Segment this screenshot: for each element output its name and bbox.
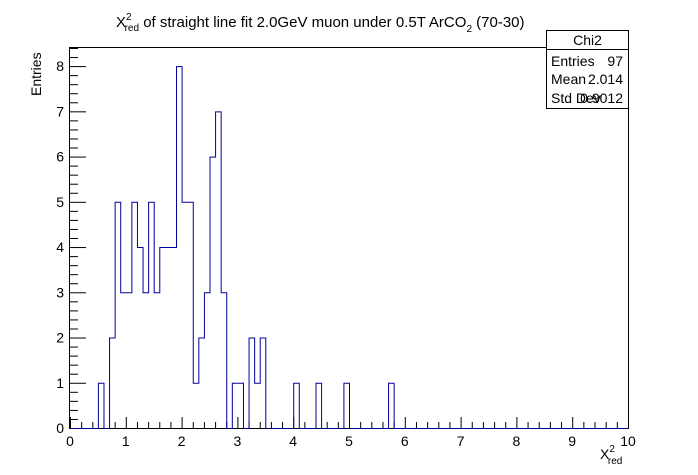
y-tick-label: 8: [56, 58, 64, 74]
chart-title: X2 red of straight line fit 2.0GeV muon u…: [116, 12, 525, 35]
x-tick-label: 4: [289, 433, 297, 449]
y-tick-label: 0: [56, 420, 64, 436]
histogram-bins: [98, 66, 394, 428]
x-tick-label: 6: [401, 433, 409, 449]
histogram-bin: [187, 202, 193, 428]
stats-label-stddev: Std Dev: [551, 90, 601, 106]
histogram-bin: [215, 111, 221, 428]
x-tick-label: 9: [568, 433, 576, 449]
stats-value-mean: 2.014: [588, 71, 623, 87]
plot-frame: [69, 47, 629, 429]
y-tick-label: 7: [56, 103, 64, 119]
x-tick-label: 10: [620, 433, 636, 449]
x-tick-label: 1: [122, 433, 130, 449]
histogram-bin: [143, 292, 149, 428]
x-tick-label: 2: [178, 433, 186, 449]
stats-label-mean: Mean: [551, 71, 586, 87]
y-tick-label: 6: [56, 149, 64, 165]
y-tick-label: 3: [56, 284, 64, 300]
y-tick-label: 1: [56, 375, 64, 391]
x-tick-label: 8: [513, 433, 521, 449]
y-tick-label: 5: [56, 194, 64, 210]
y-tick-label: 4: [56, 239, 64, 255]
histogram-bin: [182, 202, 188, 428]
y-tick-label: 2: [56, 330, 64, 346]
y-axis-label: Entries: [28, 52, 44, 96]
x-tick-label: 5: [345, 433, 353, 449]
histogram-bin: [193, 383, 199, 428]
stats-label-entries: Entries: [551, 53, 595, 69]
axis-tick-labels: 0 1 2 3 4 5 6 7 8 9 10 0 1 2 3 4 5 6 7 8: [56, 58, 636, 449]
histogram-outline: [70, 66, 629, 429]
histogram-bin: [221, 292, 227, 428]
histogram-bin: [126, 292, 132, 428]
histogram-bin: [120, 292, 126, 428]
stats-value-entries: 97: [607, 53, 623, 69]
histogram-bin: [154, 292, 160, 428]
stats-value-stddev: 0.9012: [580, 90, 623, 106]
stats-box-title: Chi2: [573, 32, 602, 48]
x-tick-label: 3: [234, 433, 242, 449]
stats-box-frame: [546, 30, 629, 109]
histogram-bin: [165, 247, 171, 428]
x-tick-label: 0: [66, 433, 74, 449]
x-tick-label: 7: [457, 433, 465, 449]
histogram-bin: [137, 247, 143, 428]
histogram-bin: [254, 383, 260, 428]
stats-box: Chi2 Entries 97 Mean 2.014 Std Dev 0.901…: [546, 30, 629, 109]
histogram-bin: [170, 247, 176, 428]
x-axis-label: X2 red: [600, 444, 622, 467]
